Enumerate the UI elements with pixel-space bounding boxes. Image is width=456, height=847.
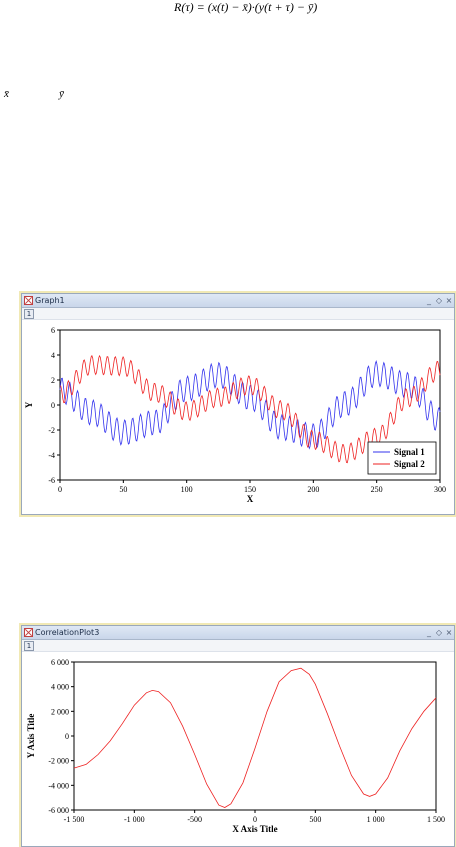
y-axis-label: Y bbox=[24, 401, 34, 408]
x-tick-label: 500 bbox=[309, 815, 321, 824]
y-tick-label: 6 bbox=[51, 326, 55, 335]
y-tick-label: -4 bbox=[48, 451, 55, 460]
window-icon bbox=[24, 296, 33, 305]
x-tick-label: 50 bbox=[119, 485, 127, 494]
minimize-icon[interactable]: _ bbox=[427, 296, 431, 305]
graph-window-title: Graph1 bbox=[35, 296, 65, 305]
correlation-window-title: CorrelationPlot3 bbox=[35, 628, 100, 637]
y-tick-label: 4 bbox=[51, 351, 55, 360]
graph-window[interactable]: Graph1 _ ◇ × 1 0 50 100 150 200 250 300 6 4 2 0 -2 -… bbox=[21, 293, 455, 515]
formula-lhs: R(τ) = bbox=[174, 0, 205, 14]
correlation-formula: R(τ) = (x(t) − x̄)·(y(t + τ) − ȳ) bbox=[174, 0, 317, 15]
plot-frame bbox=[73, 661, 437, 811]
x-tick-label: 1 500 bbox=[427, 815, 445, 824]
y-tick-label: -6 000 bbox=[48, 806, 69, 815]
y-tick-label: 4 000 bbox=[51, 683, 69, 692]
y-tick-label: -2 bbox=[48, 426, 55, 435]
correlation-chart: -1 500 -1 000 -500 0 500 1 000 1 500 6 000 4 000… bbox=[26, 658, 445, 834]
y-tick-label: -4 000 bbox=[48, 781, 69, 790]
y-tick-label: 2 bbox=[51, 376, 55, 385]
legend-box bbox=[367, 441, 437, 475]
x-tick-label: 150 bbox=[244, 485, 256, 494]
correlation-window-titlebar[interactable]: CorrelationPlot3 _ ◇ × bbox=[22, 626, 454, 640]
y-tick-label: 0 bbox=[51, 401, 55, 410]
legend: Signal 1 Signal 2 bbox=[367, 441, 437, 475]
x-tick-label: 100 bbox=[181, 485, 193, 494]
x-tick-label: 300 bbox=[434, 485, 446, 494]
y-tick-label: -2 000 bbox=[48, 757, 69, 766]
x-tick-label: -500 bbox=[187, 815, 202, 824]
layer-bar: 1 bbox=[22, 308, 454, 320]
y-axis-label: Y Axis Title bbox=[26, 714, 36, 759]
x-mean-symbol: x̄ bbox=[4, 88, 9, 100]
legend-label-1: Signal 1 bbox=[394, 447, 425, 457]
restore-icon[interactable]: ◇ bbox=[435, 628, 443, 637]
legend-label-2: Signal 2 bbox=[394, 459, 425, 469]
x-tick-label: 200 bbox=[307, 485, 319, 494]
layer-bar: 1 bbox=[22, 640, 454, 652]
layer-tab-1[interactable]: 1 bbox=[24, 641, 34, 651]
y-tick-label: 0 bbox=[65, 732, 69, 741]
formula-rhs: (x(t) − x̄)·(y(t + τ) − ȳ) bbox=[207, 0, 318, 14]
x-tick-label: -1 500 bbox=[64, 815, 85, 824]
y-tick-label: 6 000 bbox=[51, 658, 69, 667]
series-line-2 bbox=[59, 354, 441, 464]
restore-icon[interactable]: ◇ bbox=[435, 296, 443, 305]
layer-tab-1[interactable]: 1 bbox=[24, 309, 34, 319]
minimize-icon[interactable]: _ bbox=[427, 628, 431, 637]
graph-window-titlebar[interactable]: Graph1 _ ◇ × bbox=[22, 294, 454, 308]
y-tick-label: 2 000 bbox=[51, 707, 69, 716]
x-tick-label: 0 bbox=[58, 485, 62, 494]
window-icon bbox=[24, 628, 33, 637]
y-mean-symbol: ȳ bbox=[59, 88, 64, 100]
correlation-window[interactable]: CorrelationPlot3 _ ◇ × 1 -1 500 -1 000 -50… bbox=[21, 625, 455, 847]
x-tick-label: -1 000 bbox=[124, 815, 145, 824]
series-line-1 bbox=[59, 360, 441, 450]
x-axis-label: X Axis Title bbox=[232, 824, 277, 834]
y-tick-label: -6 bbox=[48, 476, 55, 485]
close-icon[interactable]: × bbox=[445, 296, 453, 305]
x-tick-label: 1 000 bbox=[367, 815, 385, 824]
x-tick-label: 0 bbox=[253, 815, 257, 824]
x-axis-label: X bbox=[247, 494, 254, 504]
x-tick-label: 250 bbox=[371, 485, 383, 494]
series-line-1 bbox=[73, 667, 437, 808]
close-icon[interactable]: × bbox=[445, 628, 453, 637]
